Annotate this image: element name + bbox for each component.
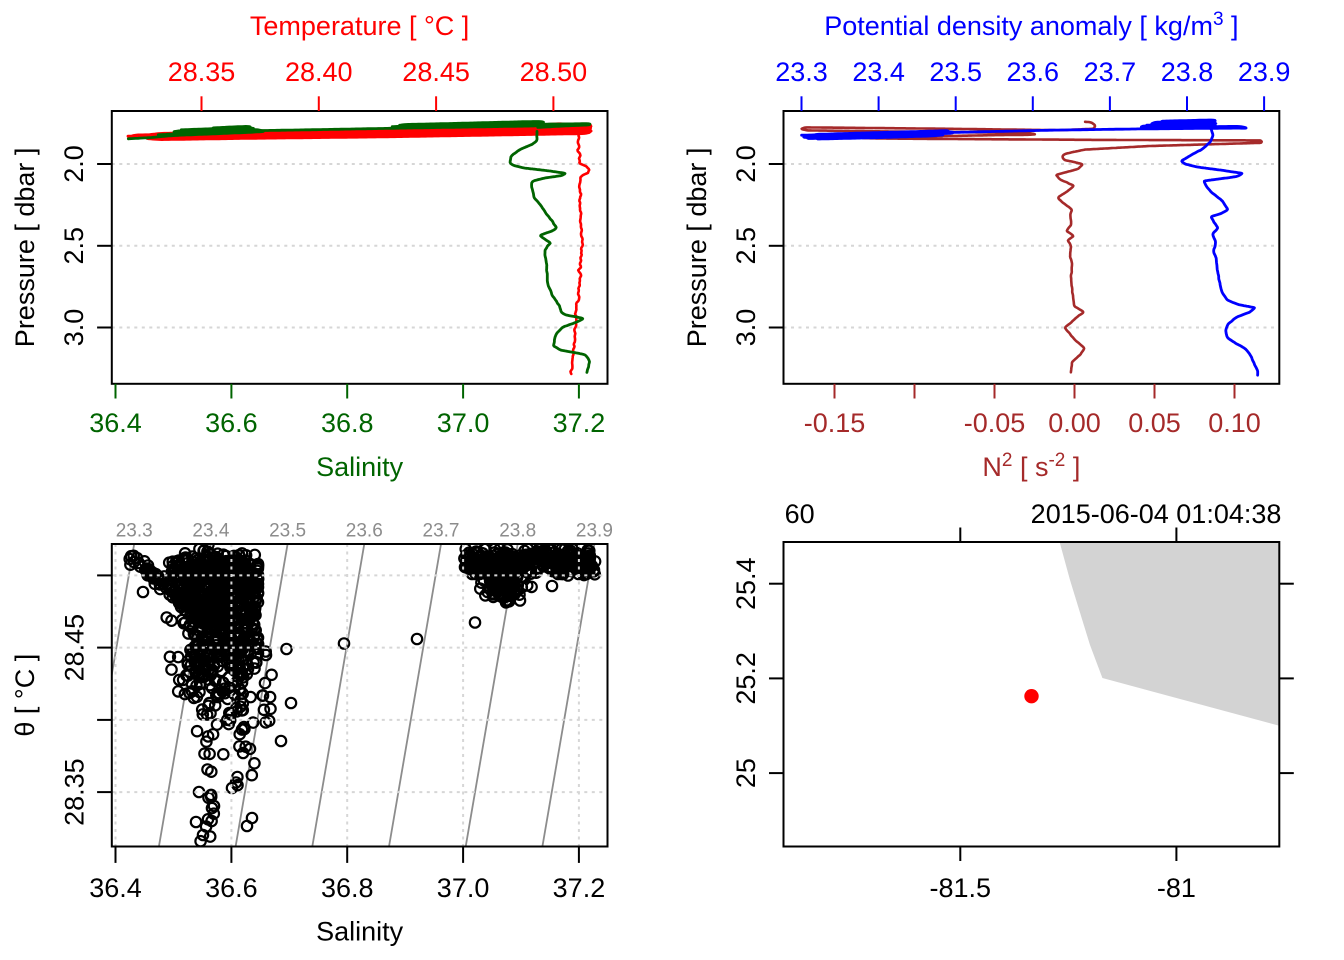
svg-text:2.0: 2.0 xyxy=(731,145,761,183)
svg-text:Salinity: Salinity xyxy=(316,452,404,482)
svg-text:23.9: 23.9 xyxy=(1238,57,1291,87)
svg-text:23.9: 23.9 xyxy=(576,521,613,542)
svg-text:28.35: 28.35 xyxy=(59,758,89,826)
svg-text:36.6: 36.6 xyxy=(205,873,258,903)
svg-text:Temperature [ °C ]: Temperature [ °C ] xyxy=(250,11,469,41)
svg-text:25.2: 25.2 xyxy=(731,652,761,705)
svg-text:2015-06-04 01:04:38: 2015-06-04 01:04:38 xyxy=(1031,499,1282,529)
svg-text:36.4: 36.4 xyxy=(89,873,142,903)
svg-text:23.8: 23.8 xyxy=(499,521,536,542)
svg-text:-0.05: -0.05 xyxy=(964,408,1026,438)
svg-text:23.6: 23.6 xyxy=(1007,57,1060,87)
svg-text:23.7: 23.7 xyxy=(423,521,460,542)
svg-text:28.45: 28.45 xyxy=(59,614,89,682)
svg-text:37.0: 37.0 xyxy=(437,873,490,903)
svg-text:Pressure [ dbar ]: Pressure [ dbar ] xyxy=(10,148,40,348)
svg-text:23.3: 23.3 xyxy=(775,57,828,87)
svg-text:Potential density anomaly [ kg: Potential density anomaly [ kg/m3 ] xyxy=(824,9,1238,41)
svg-text:-0.15: -0.15 xyxy=(804,408,866,438)
svg-text:0.10: 0.10 xyxy=(1208,408,1261,438)
svg-text:23.5: 23.5 xyxy=(269,521,306,542)
svg-text:25.4: 25.4 xyxy=(731,557,761,610)
svg-text:37.2: 37.2 xyxy=(553,873,606,903)
svg-text:23.4: 23.4 xyxy=(852,57,905,87)
svg-text:37.2: 37.2 xyxy=(553,408,606,438)
svg-text:28.40: 28.40 xyxy=(285,57,353,87)
svg-text:N2 [ s-2 ]: N2 [ s-2 ] xyxy=(982,450,1080,482)
svg-text:36.8: 36.8 xyxy=(321,408,374,438)
svg-text:0.00: 0.00 xyxy=(1048,408,1101,438)
svg-text:Salinity: Salinity xyxy=(316,917,404,947)
svg-text:2.5: 2.5 xyxy=(731,227,761,265)
svg-text:0.05: 0.05 xyxy=(1128,408,1181,438)
svg-text:θ [ °C ]: θ [ °C ] xyxy=(10,654,40,737)
svg-text:28.50: 28.50 xyxy=(520,57,588,87)
svg-text:3.0: 3.0 xyxy=(731,309,761,347)
svg-text:3.0: 3.0 xyxy=(59,309,89,347)
svg-text:28.35: 28.35 xyxy=(168,57,236,87)
svg-text:Pressure [ dbar ]: Pressure [ dbar ] xyxy=(682,148,712,348)
svg-text:-81: -81 xyxy=(1157,873,1196,903)
svg-text:36.4: 36.4 xyxy=(89,408,142,438)
svg-text:2.5: 2.5 xyxy=(59,227,89,265)
svg-text:28.45: 28.45 xyxy=(402,57,470,87)
svg-text:23.8: 23.8 xyxy=(1161,57,1214,87)
svg-text:60: 60 xyxy=(785,499,815,529)
svg-text:23.3: 23.3 xyxy=(116,521,153,542)
svg-text:36.8: 36.8 xyxy=(321,873,374,903)
svg-text:23.7: 23.7 xyxy=(1084,57,1137,87)
svg-text:36.6: 36.6 xyxy=(205,408,258,438)
svg-text:23.4: 23.4 xyxy=(192,521,229,542)
svg-text:23.5: 23.5 xyxy=(929,57,982,87)
svg-text:37.0: 37.0 xyxy=(437,408,490,438)
svg-text:23.6: 23.6 xyxy=(346,521,383,542)
svg-text:2.0: 2.0 xyxy=(59,145,89,183)
svg-text:25: 25 xyxy=(731,758,761,788)
svg-text:-81.5: -81.5 xyxy=(930,873,992,903)
